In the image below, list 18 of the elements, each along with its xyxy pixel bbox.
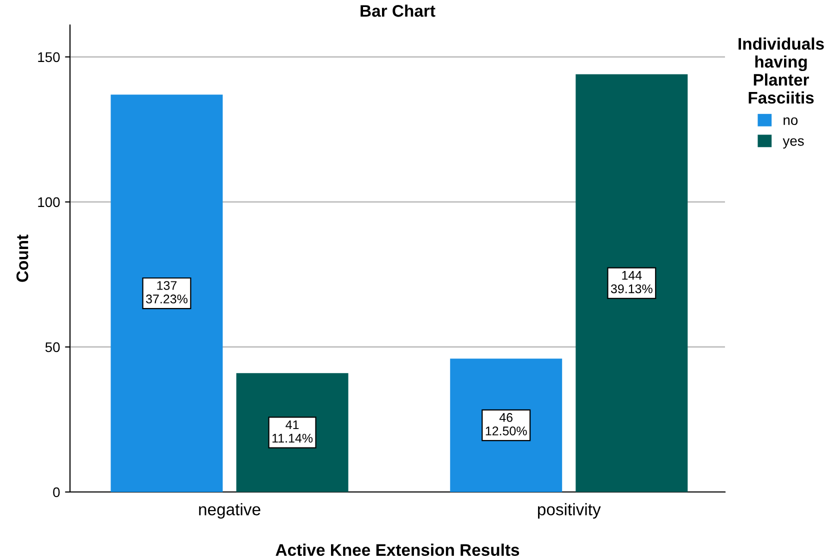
legend-label: yes <box>782 138 804 149</box>
bar <box>110 94 223 492</box>
bar <box>576 74 688 492</box>
data-label: 41 11.14% <box>272 420 313 443</box>
data-label: 144 39.13% <box>610 271 652 294</box>
legend-title: Individuals having Planter Fasciitis <box>738 38 824 104</box>
data-label: 46 12.50% <box>486 413 527 436</box>
data-label: 137 37.23% <box>146 281 188 304</box>
y-tick-label: 100 <box>38 197 60 208</box>
y-axis-title: Count <box>16 234 28 282</box>
y-tick-label: 50 <box>45 342 60 352</box>
x-tick-label: negative <box>199 503 260 519</box>
chart-title: Bar Chart <box>360 4 436 17</box>
x-axis-title: Active Knee Extension Results <box>276 544 520 556</box>
y-tick-label: 150 <box>38 52 60 62</box>
y-tick-label: 0 <box>53 487 60 498</box>
legend-label: no <box>784 117 798 126</box>
x-tick-label: positivity <box>538 503 601 519</box>
